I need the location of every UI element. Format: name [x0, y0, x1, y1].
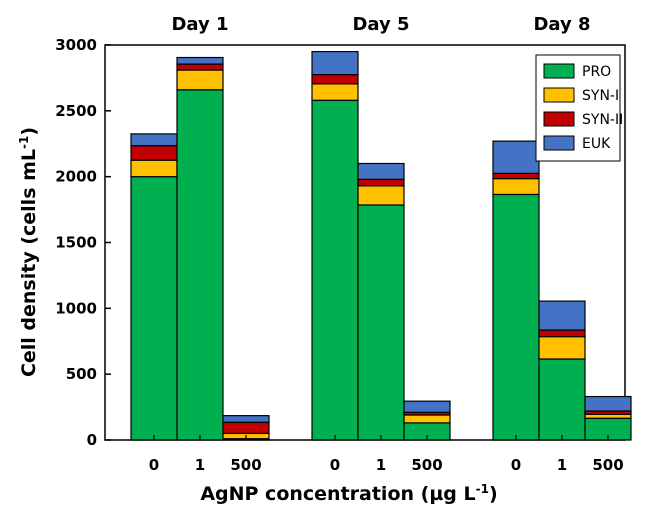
legend: PRO SYN-I SYN-II EUK [535, 54, 623, 162]
x-tick-label: 500 [411, 456, 442, 474]
legend-label-euk: EUK [582, 136, 611, 152]
x-tick-label: 0 [149, 456, 159, 474]
bar-segment-euk [176, 56, 224, 65]
bar-segment-syn-ii [176, 63, 224, 71]
bar-segment-syn-i [311, 83, 359, 101]
bar-segment-pro [311, 99, 359, 441]
group-titles: Day 1 Day 5 Day 8 [171, 14, 590, 35]
x-tick-label: 1 [195, 456, 205, 474]
y-tick-label: 2500 [55, 102, 97, 120]
bar-segment-euk [492, 140, 540, 174]
group-title: Day 8 [533, 14, 590, 35]
bar-segment-euk [130, 133, 178, 147]
y-tick-label: 1500 [55, 234, 97, 252]
bar-segment-euk [222, 415, 270, 423]
x-tick-label: 500 [230, 456, 261, 474]
bar-segment-syn-ii [492, 172, 540, 180]
bar-segment-euk [357, 162, 405, 180]
bar-segment-pro [130, 176, 178, 441]
bar-segment-syn-i [357, 185, 405, 206]
legend-swatch-pro [543, 63, 575, 79]
bar-segment-syn-i [403, 414, 451, 424]
y-axis: 0 500 1000 1500 2000 2500 3000 [55, 36, 111, 449]
y-axis-label: Cell density (cells mL-1) [17, 127, 40, 377]
x-tick-label: 0 [511, 456, 521, 474]
y-tick-label: 2000 [55, 168, 97, 186]
x-tick-label: 0 [330, 456, 340, 474]
legend-label-pro: PRO [582, 64, 611, 80]
y-tick-label: 3000 [55, 36, 97, 54]
bar-segment-pro [357, 204, 405, 441]
bar-segment-syn-ii [311, 74, 359, 85]
bar-segment-pro [538, 358, 586, 441]
bar-segment-syn-i [130, 159, 178, 178]
legend-label-syn-ii: SYN-II [582, 112, 623, 128]
x-axis: 0 1 500 0 1 500 0 1 500 [149, 435, 624, 474]
legend-swatch-syn-i [543, 87, 575, 103]
bar-segment-pro [492, 193, 540, 441]
legend-label-syn-i: SYN-I [582, 88, 619, 104]
bar-segment-euk [311, 50, 359, 76]
legend-swatch-euk [543, 135, 575, 151]
group-title: Day 5 [352, 14, 409, 35]
bar-segment-syn-ii [538, 329, 586, 338]
bars-layer [130, 50, 632, 441]
x-tick-label: 1 [557, 456, 567, 474]
y-tick-label: 0 [87, 431, 97, 449]
x-tick-label: 500 [592, 456, 623, 474]
bar-segment-euk [403, 400, 451, 413]
bar-segment-euk [584, 395, 632, 412]
legend-swatch-syn-ii [543, 111, 575, 127]
bar-segment-syn-i [176, 69, 224, 91]
bar-segment-syn-i [538, 336, 586, 360]
bar-segment-syn-ii [222, 421, 270, 435]
bar-segment-pro [176, 89, 224, 441]
bar-segment-syn-i [492, 178, 540, 196]
x-tick-label: 1 [376, 456, 386, 474]
x-axis-label: AgNP concentration (µg L-1) [200, 482, 497, 505]
y-tick-label: 500 [66, 365, 97, 383]
bar-segment-euk [538, 300, 586, 331]
bar-segment-syn-ii [130, 145, 178, 161]
group-title: Day 1 [171, 14, 228, 35]
bar-segment-syn-ii [357, 178, 405, 187]
y-tick-label: 1000 [55, 299, 97, 317]
